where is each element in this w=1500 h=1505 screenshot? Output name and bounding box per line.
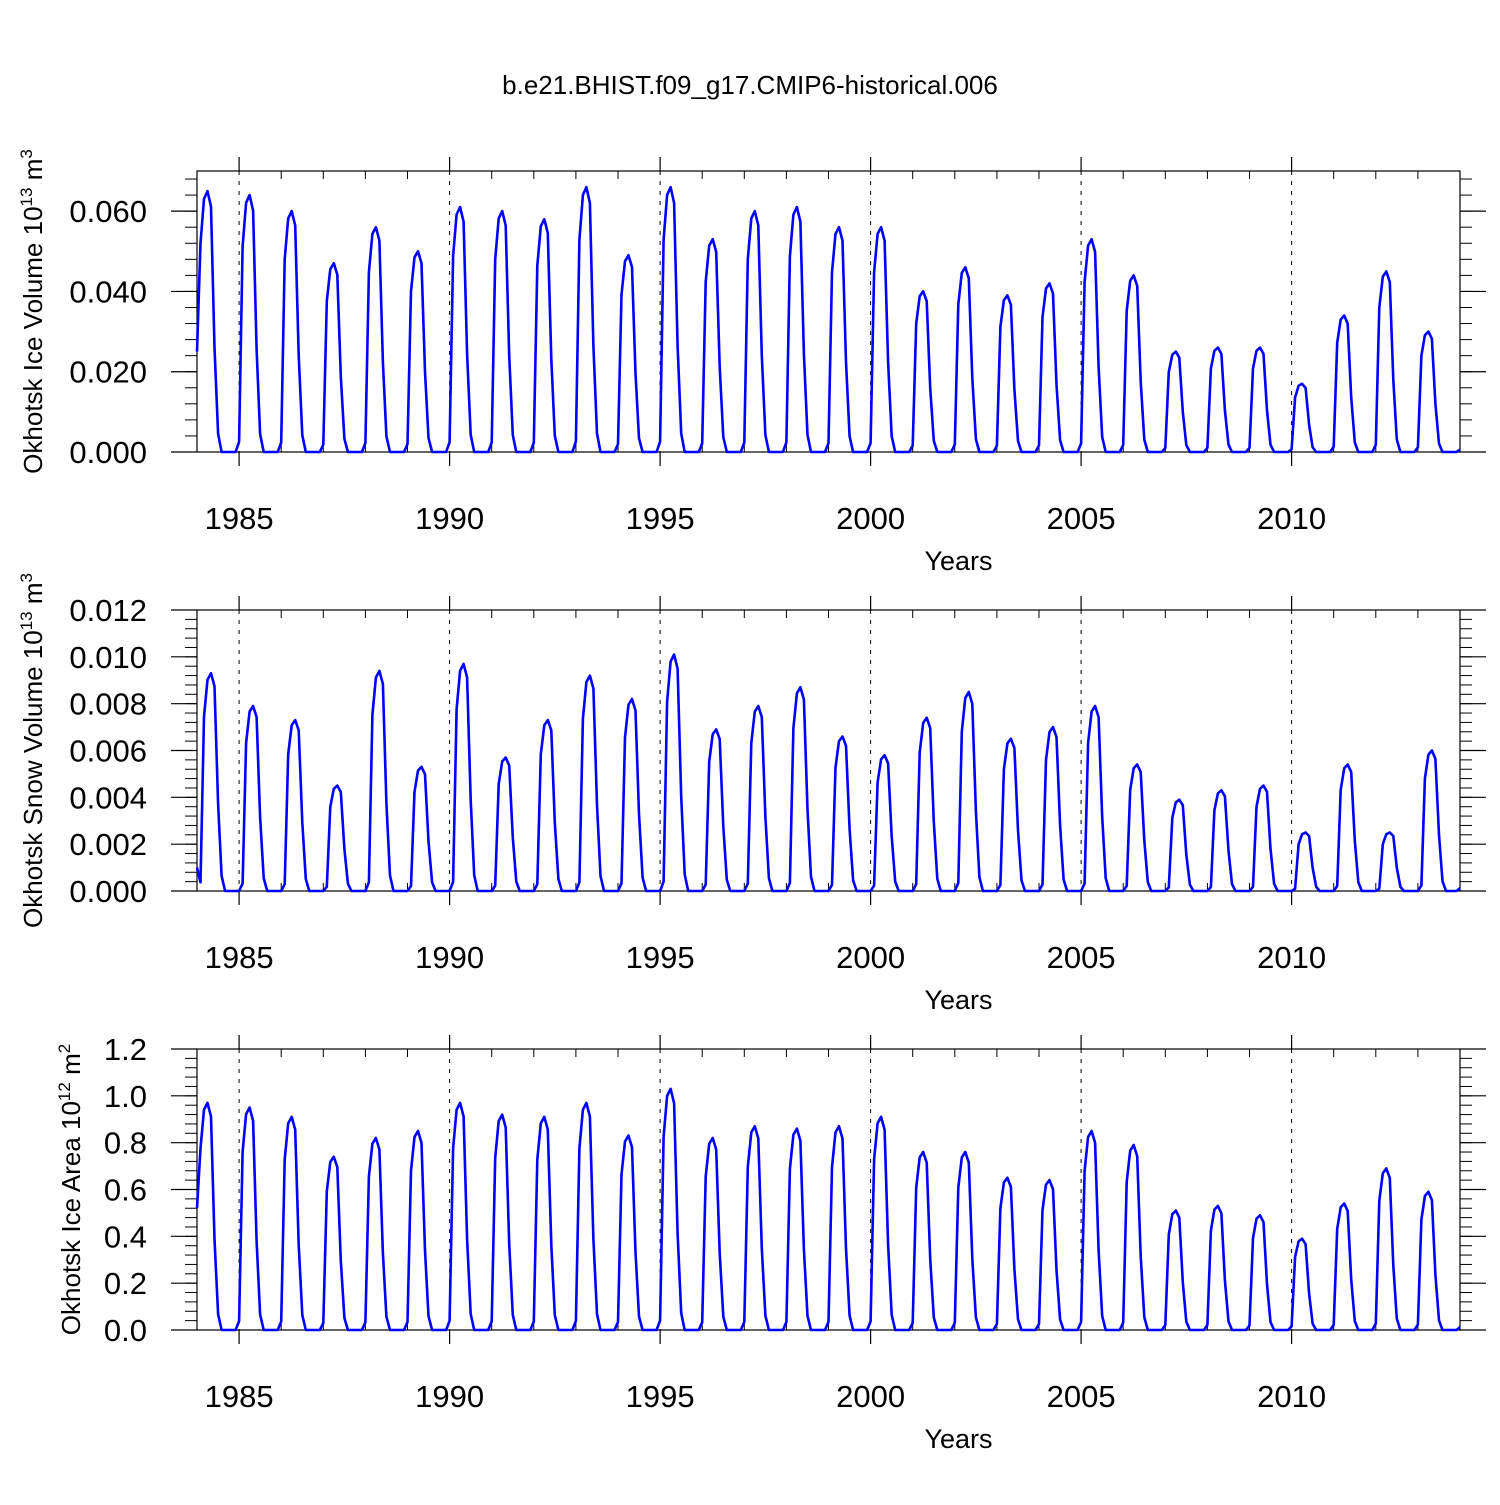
y-axis-label: Okhotsk Ice Volume 1013 m3	[17, 149, 48, 474]
x-axis-label: Years	[924, 546, 992, 576]
x-axis-label: Years	[924, 1424, 992, 1454]
series-line-snow-volume	[197, 655, 1460, 892]
y-axis-label-unit-exponent: 3	[17, 149, 36, 158]
chart-title: b.e21.BHIST.f09_g17.CMIP6-historical.006	[502, 70, 998, 100]
x-tick-label: 2000	[836, 1379, 905, 1414]
y-axis-label-exponent: 13	[17, 188, 36, 207]
panel-ice-area: 0.0 0.2 0.4 0.6 0.8 1.0 1.2 1985 1990 1995 2000 200…	[55, 1032, 1486, 1454]
y-axis-label-unit: m	[18, 159, 48, 188]
x-tick-label: 1985	[205, 501, 274, 536]
x-tick-label: 2010	[1257, 1379, 1326, 1414]
y-axis-label: Okhotsk Snow Volume 1013 m3	[17, 573, 48, 928]
y-tick-label: 1.0	[104, 1079, 147, 1114]
y-axis-label-unit-exponent: 3	[17, 573, 36, 582]
x-tick-label: 1995	[626, 501, 695, 536]
x-tick-label: 2005	[1047, 940, 1116, 975]
y-axis-label-unit: m	[56, 1053, 86, 1082]
x-tick-label: 2000	[836, 501, 905, 536]
y-tick-label: 0.020	[69, 355, 147, 390]
y-tick-label: 0.8	[104, 1126, 147, 1161]
x-tick-label: 1995	[626, 940, 695, 975]
y-axis-label-main: Okhotsk Snow Volume 10	[18, 630, 48, 928]
y-tick-label: 0.002	[69, 827, 147, 862]
y-axis-label-main: Okhotsk Ice Volume 10	[18, 206, 48, 473]
y-axis-label-exponent: 12	[55, 1082, 74, 1101]
y-tick-label: 0.060	[69, 194, 147, 229]
y-axis-label-exponent: 13	[17, 611, 36, 630]
x-tick-label: 2010	[1257, 501, 1326, 536]
x-tick-label: 2005	[1047, 501, 1116, 536]
y-tick-label: 0.040	[69, 274, 147, 309]
x-tick-label: 1990	[415, 501, 484, 536]
y-tick-label: 1.2	[104, 1032, 147, 1067]
y-tick-label: 0.006	[69, 734, 147, 769]
x-tick-label: 2000	[836, 940, 905, 975]
x-tick-label: 1985	[205, 1379, 274, 1414]
series-line-ice-area	[197, 1089, 1460, 1330]
x-axis-label: Years	[924, 985, 992, 1015]
y-tick-label: 0.004	[69, 780, 147, 815]
x-tick-label: 1990	[415, 940, 484, 975]
y-tick-label: 0.010	[69, 640, 147, 675]
y-axis-label-unit: m	[18, 582, 48, 611]
panel-snow-volume: 0.000 0.002 0.004 0.006 0.008 0.010 0.012 1985 1…	[17, 573, 1486, 1015]
series-line-ice-volume	[197, 187, 1460, 452]
y-tick-label: 0.4	[104, 1219, 147, 1254]
y-tick-label: 0.6	[104, 1173, 147, 1208]
y-tick-label: 0.0	[104, 1313, 147, 1348]
y-tick-label: 0.000	[69, 435, 147, 470]
x-tick-label: 2005	[1047, 1379, 1116, 1414]
y-axis-label-main: Okhotsk Ice Area 10	[56, 1101, 86, 1335]
y-axis-label-unit-exponent: 2	[55, 1044, 74, 1053]
x-tick-label: 1990	[415, 1379, 484, 1414]
x-tick-label: 1995	[626, 1379, 695, 1414]
y-tick-label: 0.000	[69, 874, 147, 909]
y-tick-label: 0.008	[69, 687, 147, 722]
y-axis-label: Okhotsk Ice Area 1012 m2	[55, 1044, 86, 1335]
y-tick-label: 0.012	[69, 593, 147, 628]
x-tick-label: 1985	[205, 940, 274, 975]
y-tick-label: 0.2	[104, 1266, 147, 1301]
x-tick-label: 2010	[1257, 940, 1326, 975]
panel-ice-volume: 0.000 0.020 0.040 0.060 1985 1990 1995 2000 2005…	[17, 149, 1486, 576]
